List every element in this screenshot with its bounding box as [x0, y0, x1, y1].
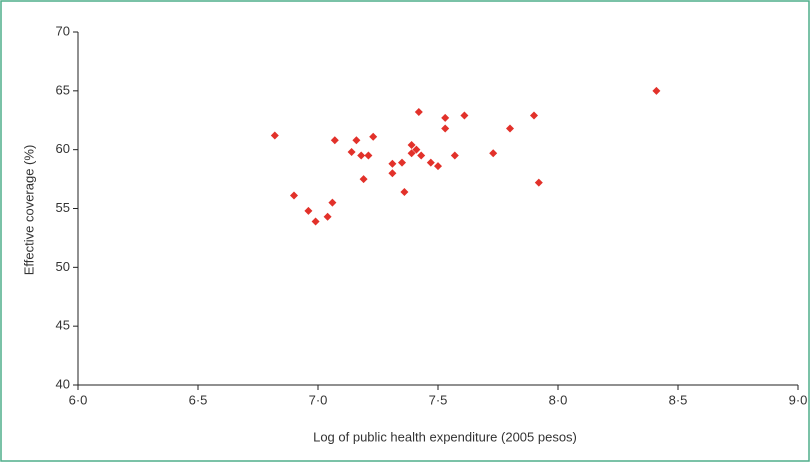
point — [489, 149, 498, 158]
y-tick-label: 50 — [56, 259, 70, 274]
point — [414, 108, 423, 117]
point — [412, 145, 421, 154]
point — [388, 159, 397, 168]
y-tick-label: 70 — [56, 23, 70, 38]
x-tick-label: 8·5 — [669, 392, 688, 407]
x-tick-label: 8·0 — [549, 392, 568, 407]
point — [369, 132, 378, 141]
y-tick-label: 45 — [56, 318, 70, 333]
x-tick-label: 7·5 — [429, 392, 448, 407]
point — [434, 162, 442, 171]
point — [388, 169, 397, 178]
y-tick-label: 60 — [56, 141, 70, 156]
y-tick-label: 55 — [56, 200, 70, 215]
point — [450, 151, 459, 160]
x-tick-label: 7·0 — [309, 392, 328, 407]
x-tick-label: 6·0 — [69, 392, 88, 407]
point — [311, 217, 320, 226]
point — [407, 149, 416, 158]
x-tick-label: 9·0 — [789, 392, 808, 407]
point — [352, 136, 361, 145]
x-tick-label: 6·5 — [189, 392, 208, 407]
point — [534, 178, 543, 187]
point — [417, 151, 426, 160]
y-tick-label: 40 — [56, 376, 70, 391]
point — [347, 148, 356, 157]
point — [357, 151, 366, 160]
point — [426, 158, 435, 167]
point — [530, 111, 538, 120]
point — [441, 124, 450, 133]
y-tick-label: 65 — [56, 82, 70, 97]
point — [330, 136, 339, 145]
point — [460, 111, 469, 120]
point — [304, 206, 313, 215]
point — [323, 212, 332, 221]
point — [270, 131, 279, 140]
point — [398, 158, 406, 167]
point — [359, 175, 368, 184]
point — [400, 188, 409, 197]
point — [407, 140, 416, 149]
y-axis-label: Effective coverage (%) — [21, 145, 36, 276]
point — [364, 151, 373, 160]
point — [506, 124, 514, 133]
point — [652, 86, 661, 95]
point — [290, 191, 298, 200]
x-axis-label: Log of public health expenditure (2005 p… — [313, 429, 577, 444]
point — [328, 198, 337, 207]
point — [441, 113, 450, 122]
